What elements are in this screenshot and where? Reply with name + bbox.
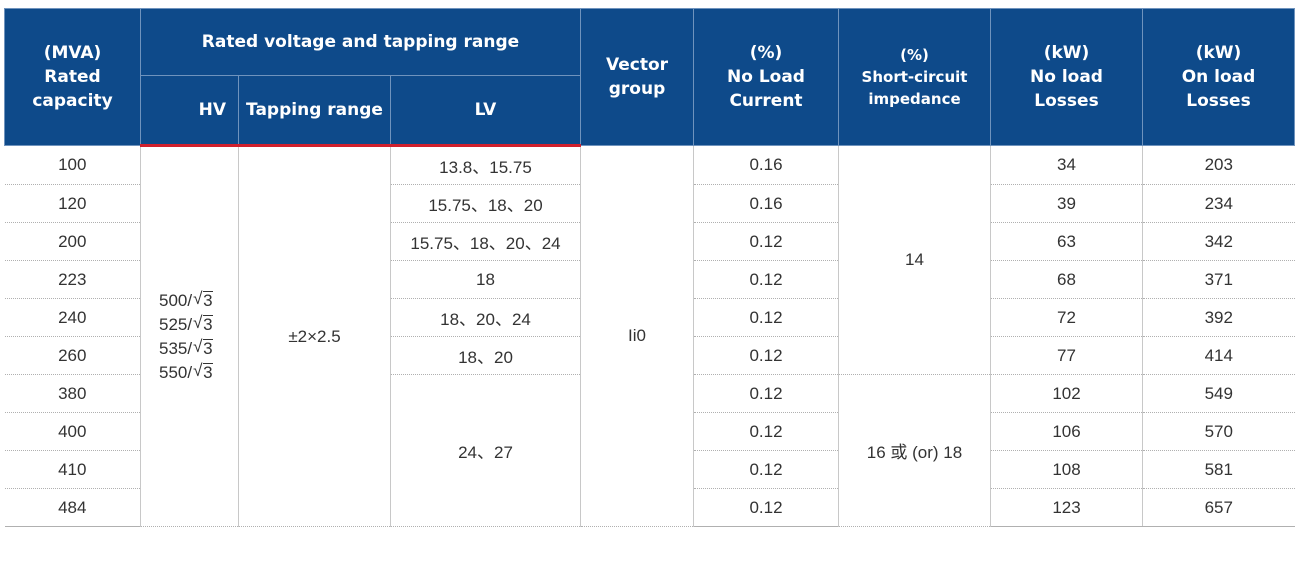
- cell-tapping-range: ±2×2.5: [238, 145, 391, 527]
- table-row: 200 15.75、18、20、24 0.12 63 342: [4, 222, 1295, 261]
- cell-no-load-current: 0.12: [693, 412, 839, 451]
- cell-no-load-losses: 68: [990, 260, 1143, 299]
- cell-lv: 15.75、18、20: [390, 184, 581, 223]
- cell-vector-group: Ii0: [580, 145, 694, 527]
- table-row: 240 18、20、24 0.12 72 392: [4, 298, 1295, 337]
- cell-lv: 18: [390, 260, 581, 299]
- cell-lv: 15.75、18、20、24: [390, 222, 581, 261]
- cell-no-load-current: 0.12: [693, 298, 839, 337]
- hv-value: 535/3: [141, 335, 238, 361]
- cell-no-load-current: 0.12: [693, 488, 839, 527]
- cell-capacity: 410: [4, 450, 141, 489]
- cell-hv-values: 500/3 525/3 535/3 550/3: [140, 145, 239, 527]
- cell-lv-shared: 24、27: [390, 374, 581, 527]
- header-no-load-current: (%) No Load Current: [693, 8, 839, 146]
- header-vector-group: Vector group: [580, 8, 694, 146]
- cell-capacity: 484: [4, 488, 141, 527]
- table-body: 100 500/3 525/3 535/3 550/3 ±2×2.5 13.8、…: [4, 145, 1295, 527]
- cell-capacity: 120: [4, 184, 141, 223]
- cell-no-load-losses: 63: [990, 222, 1143, 261]
- cell-no-load-current: 0.16: [693, 184, 839, 223]
- cell-no-load-losses: 72: [990, 298, 1143, 337]
- table-row: 400 0.12 106 570: [4, 412, 1295, 451]
- table-row: 100 500/3 525/3 535/3 550/3 ±2×2.5 13.8、…: [4, 145, 1295, 527]
- hv-value: 550/3: [141, 359, 238, 385]
- cell-on-load-losses: 234: [1142, 184, 1295, 223]
- cell-no-load-losses: 102: [990, 374, 1143, 413]
- header-on-load-losses: (kW) On load Losses: [1142, 8, 1295, 146]
- cell-no-load-losses: 108: [990, 450, 1143, 489]
- cell-capacity: 200: [4, 222, 141, 261]
- cell-impedance: 14: [838, 145, 991, 375]
- header-no-load-losses: (kW) No load Losses: [990, 8, 1143, 146]
- cell-lv: 18、20: [390, 336, 581, 375]
- cell-on-load-losses: 570: [1142, 412, 1295, 451]
- cell-no-load-current: 0.12: [693, 450, 839, 489]
- header-rated-voltage-group: Rated voltage and tapping range: [140, 8, 581, 76]
- header-lv: LV: [390, 75, 581, 147]
- table-row: 223 18 0.12 68 371: [4, 260, 1295, 299]
- cell-on-load-losses: 203: [1142, 145, 1295, 185]
- cell-no-load-losses: 39: [990, 184, 1143, 223]
- cell-on-load-losses: 657: [1142, 488, 1295, 527]
- table-row: 410 0.12 108 581: [4, 450, 1295, 489]
- header-tapping-range: Tapping range: [238, 75, 391, 147]
- cell-capacity: 100: [4, 145, 141, 185]
- cell-no-load-losses: 34: [990, 145, 1143, 185]
- table-row: 120 15.75、18、20 0.16 39 234: [4, 184, 1295, 223]
- cell-impedance: 16 或 (or) 18: [838, 374, 991, 527]
- header-rated-capacity: (MVA) Rated capacity: [4, 8, 141, 146]
- hv-value: 500/3: [141, 287, 238, 313]
- cell-on-load-losses: 414: [1142, 336, 1295, 375]
- cell-no-load-current: 0.12: [693, 260, 839, 299]
- cell-capacity: 223: [4, 260, 141, 299]
- cell-no-load-current: 0.12: [693, 336, 839, 375]
- cell-on-load-losses: 392: [1142, 298, 1295, 337]
- table-header: (MVA) Rated capacity Rated voltage and t…: [4, 8, 1295, 147]
- cell-on-load-losses: 371: [1142, 260, 1295, 299]
- cell-no-load-losses: 77: [990, 336, 1143, 375]
- header-short-circuit-impedance: (%) Short-circuit impedance: [838, 8, 991, 146]
- cell-lv: 18、20、24: [390, 298, 581, 337]
- table-row: 260 18、20 0.12 77 414: [4, 336, 1295, 375]
- cell-on-load-losses: 549: [1142, 374, 1295, 413]
- table-row: 484 0.12 123 657: [4, 488, 1295, 527]
- cell-no-load-losses: 123: [990, 488, 1143, 527]
- cell-no-load-losses: 106: [990, 412, 1143, 451]
- cell-capacity: 380: [4, 374, 141, 413]
- cell-no-load-current: 0.12: [693, 222, 839, 261]
- cell-capacity: 400: [4, 412, 141, 451]
- cell-capacity: 240: [4, 298, 141, 337]
- header-hv: HV: [140, 75, 239, 147]
- cell-no-load-current: 0.12: [693, 374, 839, 413]
- cell-lv: 13.8、15.75: [390, 145, 581, 185]
- cell-on-load-losses: 342: [1142, 222, 1295, 261]
- cell-no-load-current: 0.16: [693, 145, 839, 185]
- cell-capacity: 260: [4, 336, 141, 375]
- transformer-spec-table: (MVA) Rated capacity Rated voltage and t…: [4, 8, 1295, 527]
- hv-value: 525/3: [141, 311, 238, 337]
- table-row: 380 24、27 0.12 16 或 (or) 18 102 549: [4, 374, 1295, 527]
- cell-on-load-losses: 581: [1142, 450, 1295, 489]
